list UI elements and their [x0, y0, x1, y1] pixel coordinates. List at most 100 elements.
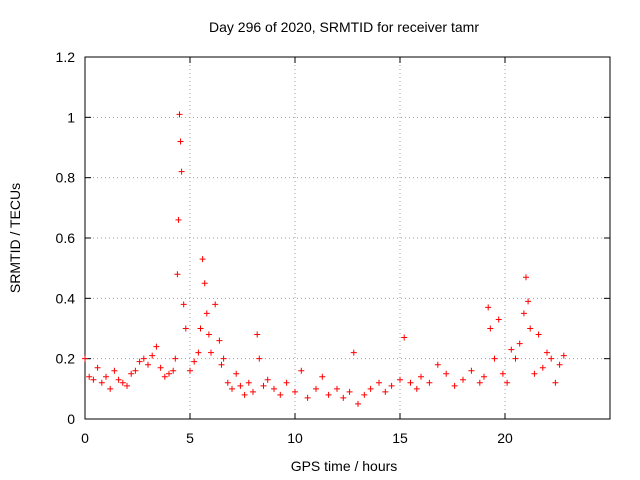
data-point — [382, 388, 389, 395]
data-point — [485, 304, 492, 311]
data-point — [182, 325, 189, 332]
data-point — [413, 385, 420, 392]
data-point — [264, 376, 271, 383]
data-point — [180, 301, 187, 308]
data-point — [174, 271, 181, 278]
plot-frame — [84, 56, 611, 420]
data-point — [94, 364, 101, 371]
data-point — [298, 367, 305, 374]
data-point — [241, 391, 248, 398]
x-tick-label: 10 — [287, 430, 303, 446]
data-point — [516, 340, 523, 347]
data-point — [172, 355, 179, 362]
data-point — [149, 352, 156, 359]
y-tick-label: 1 — [67, 109, 75, 125]
data-point — [499, 370, 506, 377]
data-point — [397, 376, 403, 383]
data-point — [481, 373, 487, 380]
data-point — [476, 379, 483, 386]
data-point — [208, 349, 214, 356]
data-point — [304, 394, 311, 401]
data-point — [451, 382, 458, 389]
data-point — [145, 361, 151, 368]
data-point — [124, 382, 130, 389]
data-point — [539, 364, 546, 371]
data-point — [346, 388, 353, 395]
y-tick-label: 0.2 — [56, 351, 76, 367]
data-point — [254, 331, 261, 338]
data-point — [535, 331, 542, 338]
data-point — [325, 391, 332, 398]
data-point — [175, 216, 182, 223]
data-point — [260, 382, 267, 389]
data-point — [199, 256, 206, 263]
data-point — [98, 379, 105, 386]
y-tick-label: 0.8 — [56, 170, 76, 186]
x-tick-label: 20 — [497, 430, 513, 446]
data-point — [388, 382, 395, 389]
data-point — [418, 373, 424, 380]
data-point — [340, 394, 347, 401]
x-axis-label: GPS time / hours — [291, 458, 398, 474]
data-point — [487, 325, 494, 332]
data-point — [177, 138, 184, 145]
data-point — [140, 355, 147, 362]
data-point — [512, 355, 519, 362]
data-point — [313, 385, 319, 392]
data-point — [90, 376, 97, 383]
data-point — [218, 361, 225, 368]
data-point — [544, 349, 550, 356]
data-point — [560, 352, 567, 359]
data-point — [256, 355, 263, 362]
data-point — [161, 373, 168, 380]
data-point — [197, 325, 204, 332]
data-point — [491, 355, 498, 362]
data-point — [203, 310, 210, 317]
data-point — [191, 358, 198, 365]
data-point — [107, 385, 114, 392]
data-point — [250, 388, 256, 395]
y-tick-label: 0 — [67, 411, 75, 427]
data-point — [277, 391, 284, 398]
data-point — [136, 358, 143, 365]
data-point — [119, 379, 126, 386]
data-point — [128, 370, 135, 377]
data-point — [361, 391, 368, 398]
data-point — [201, 280, 208, 287]
data-point — [283, 379, 290, 386]
data-point — [205, 331, 212, 338]
y-tick-label: 0.6 — [56, 230, 76, 246]
y-tick-label: 0.4 — [56, 290, 76, 306]
data-points — [82, 111, 567, 407]
y-axis-label: SRMTID / TECUs — [7, 183, 23, 293]
data-point — [237, 382, 244, 389]
data-point — [504, 379, 511, 386]
data-point — [527, 325, 534, 332]
data-point — [426, 379, 433, 386]
data-point — [548, 355, 555, 362]
data-point — [460, 376, 466, 383]
data-point — [319, 373, 326, 380]
grid-lines — [85, 57, 610, 419]
data-point — [495, 316, 502, 323]
data-point — [443, 370, 450, 377]
data-point — [229, 385, 235, 392]
data-point — [82, 355, 88, 362]
data-point — [552, 379, 559, 386]
data-point — [401, 334, 408, 341]
data-point — [271, 385, 277, 392]
data-point — [376, 379, 382, 386]
x-tick-label: 5 — [186, 430, 194, 446]
data-point — [195, 349, 202, 356]
data-point — [132, 367, 139, 374]
data-point — [334, 385, 340, 392]
y-tick-label: 1.2 — [56, 49, 76, 65]
chart-title: Day 296 of 2020, SRMTID for receiver tam… — [209, 19, 479, 35]
data-point — [115, 376, 122, 383]
data-point — [111, 367, 118, 374]
data-point — [233, 370, 240, 377]
data-point — [292, 388, 298, 395]
data-point — [157, 364, 164, 371]
data-point — [245, 379, 252, 386]
